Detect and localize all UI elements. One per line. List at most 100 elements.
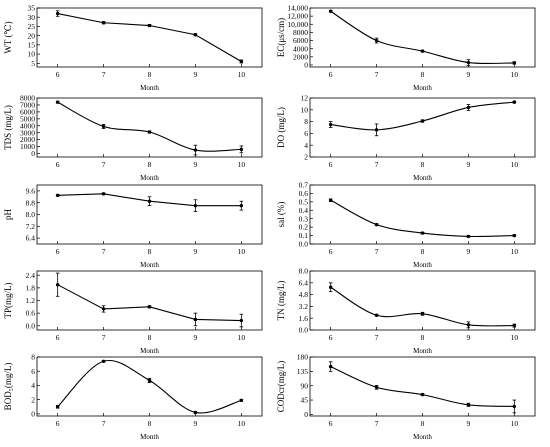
data-point: [466, 105, 471, 110]
data-point: [466, 403, 471, 407]
y-axis-label: TN (mg/L): [276, 281, 286, 321]
x-tick-label: 9: [194, 160, 198, 169]
data-point: [55, 11, 60, 16]
x-tick-label: 9: [194, 70, 198, 79]
y-tick-label: 0.0: [299, 240, 309, 249]
x-axis-label: Month: [140, 433, 159, 441]
data-point: [239, 147, 244, 152]
data-point: [239, 398, 244, 403]
data-point: [147, 23, 152, 28]
y-tick-label: 12: [301, 94, 309, 103]
x-axis-label: Month: [413, 261, 432, 269]
y-axis-label: CODcr(mg/L): [276, 361, 286, 413]
chart-panel-5: 0.00.10.20.30.40.50.60.7 6 7 8 9 10 Month sal (…: [276, 181, 536, 269]
y-tick-label: 12,000: [287, 12, 308, 21]
series-line: [57, 284, 242, 322]
data-point: [147, 305, 152, 309]
y-tick-label: 0.0: [299, 326, 309, 335]
x-tick-label: 10: [511, 333, 519, 342]
y-tick-label: 2.4: [26, 271, 36, 280]
x-tick-label: 10: [238, 70, 246, 79]
plot-frame: [36, 356, 263, 417]
y-tick-label: 10: [28, 50, 36, 59]
x-tick-label: 8: [148, 247, 152, 256]
y-tick-label: 2: [31, 395, 35, 404]
y-tick-label: 10: [301, 105, 309, 114]
x-tick-label: 8: [421, 333, 425, 342]
data-point: [512, 323, 517, 328]
x-tick-label: 8: [148, 70, 152, 79]
data-point: [420, 392, 425, 397]
y-tick-label: 0.0: [26, 321, 36, 330]
y-tick-label: 0.7: [299, 181, 309, 190]
x-axis-label: Month: [413, 347, 432, 355]
plot-frame: [36, 184, 263, 245]
x-tick-label: 9: [194, 419, 198, 428]
data-point: [239, 203, 244, 208]
x-tick-label: 10: [511, 160, 519, 169]
data-point: [466, 60, 471, 65]
y-axis-label: TP(mg/L): [3, 283, 13, 319]
y-tick-label: 2000: [20, 135, 35, 144]
y-tick-label: 5000: [20, 114, 35, 123]
series-line: [330, 101, 515, 131]
x-tick-label: 10: [511, 247, 519, 256]
x-axis-label: Month: [140, 261, 159, 269]
data-point: [193, 33, 198, 37]
y-tick-label: 30: [28, 13, 36, 22]
series-line: [57, 12, 242, 62]
y-tick-label: 90: [301, 381, 309, 390]
data-point: [101, 359, 106, 363]
chart-panel-9: 0 45 90 135 180 6 7 8 9 10 Month CODcr(mg/L): [276, 353, 536, 441]
y-tick-label: 2: [304, 153, 308, 162]
data-point: [374, 222, 379, 227]
x-tick-label: 6: [56, 70, 60, 79]
x-tick-label: 6: [56, 160, 60, 169]
data-point: [512, 233, 517, 238]
data-point: [239, 318, 244, 323]
x-tick-label: 8: [148, 333, 152, 342]
data-point: [374, 385, 379, 389]
y-tick-label: 4000: [293, 44, 308, 53]
x-tick-label: 9: [467, 160, 471, 169]
data-point: [374, 38, 379, 43]
y-tick-label: 0.4: [299, 206, 309, 215]
data-point: [328, 285, 333, 289]
x-tick-label: 7: [375, 70, 379, 79]
x-tick-label: 8: [421, 70, 425, 79]
chart-panel-8: 0 2 4 6 8 6 7 8 9 10 Month BOD₅(mg/L): [3, 353, 263, 441]
y-tick-label: 6000: [293, 36, 308, 45]
y-tick-label: 8.8: [26, 198, 36, 207]
chart-panel-3: 2 4 6 8 10 12 6 7 8 9 10 Month DO (mg/L): [276, 94, 536, 182]
y-tick-label: 0.1: [299, 231, 309, 240]
x-tick-label: 8: [421, 247, 425, 256]
data-point: [512, 100, 517, 104]
data-point: [239, 59, 244, 64]
y-tick-label: 1.8: [26, 283, 36, 292]
x-axis-label: Month: [413, 433, 432, 441]
data-point: [147, 199, 152, 203]
y-tick-label: 0.2: [299, 223, 309, 232]
y-tick-label: 0.6: [299, 189, 309, 198]
x-tick-label: 9: [467, 333, 471, 342]
data-point: [147, 378, 152, 383]
plot-frame: [36, 7, 263, 68]
data-point: [193, 317, 198, 322]
y-tick-label: 2000: [293, 52, 308, 61]
y-axis-label: sal (%): [276, 202, 286, 228]
series-line: [330, 366, 515, 407]
x-tick-label: 6: [56, 419, 60, 428]
x-tick-label: 10: [238, 419, 246, 428]
x-tick-label: 6: [329, 333, 333, 342]
y-axis-label: pH: [3, 209, 13, 221]
data-point: [55, 282, 60, 287]
x-tick-label: 7: [102, 160, 106, 169]
y-axis-label: EC(μs/cm): [276, 18, 286, 57]
x-tick-label: 8: [421, 160, 425, 169]
y-tick-label: 6.4: [299, 278, 309, 287]
series-line: [330, 199, 515, 238]
plot-frame: [309, 270, 536, 331]
y-tick-label: 0.5: [299, 197, 309, 206]
y-tick-label: 0.6: [26, 309, 36, 318]
